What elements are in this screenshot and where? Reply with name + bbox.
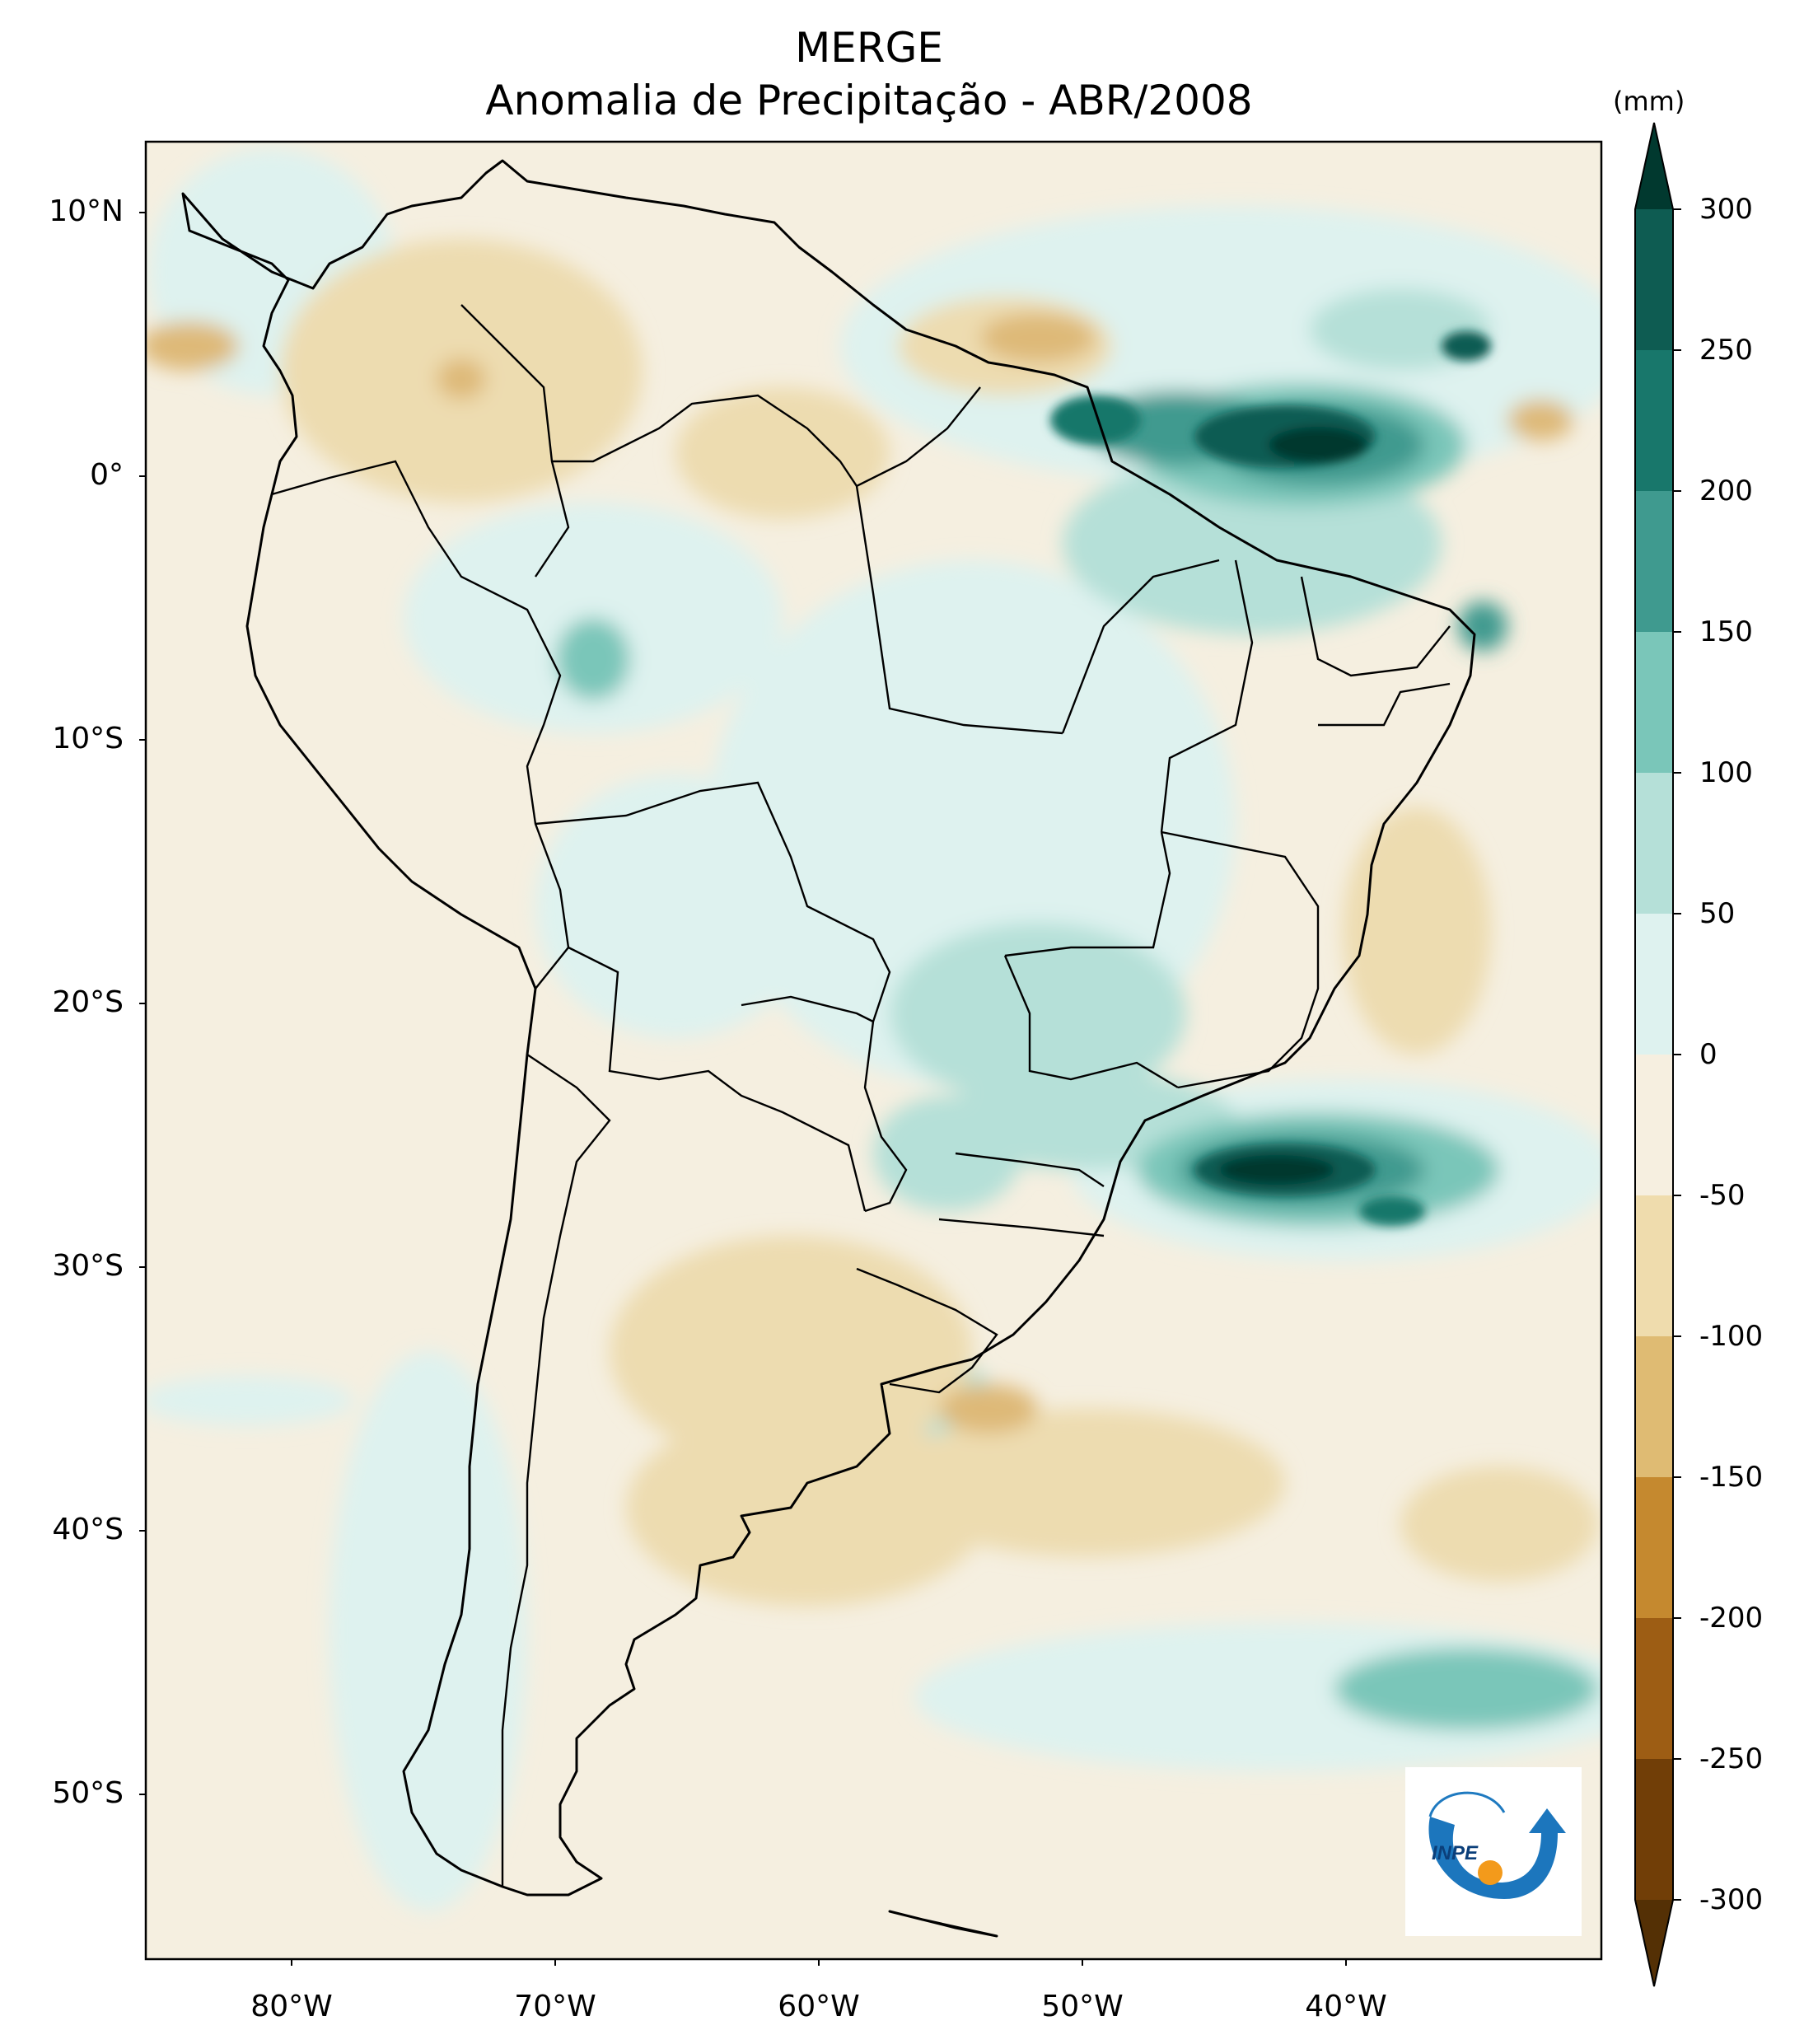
- dry-pacific-panama: [146, 321, 239, 371]
- lat-label: 10°N: [49, 194, 124, 228]
- logo-sun-icon: [1478, 1860, 1503, 1885]
- country-borders: [271, 304, 1451, 1887]
- dry-atlantic-southeast: [1400, 1466, 1598, 1582]
- border-argentina-paraguay: [568, 946, 867, 1212]
- border-northeast-states: [1300, 576, 1451, 677]
- border-bahia: [1160, 559, 1254, 833]
- border-santa-catarina: [938, 1218, 1105, 1237]
- lat-label: 30°S: [52, 1249, 124, 1283]
- colorbar-band: [1635, 350, 1673, 491]
- dry-argentina-pampas: [626, 1409, 988, 1607]
- wet-band-bolivia: [535, 774, 816, 1038]
- wet-amazonas-spot: [556, 618, 630, 700]
- tierra-del-fuego-coast: [888, 1910, 998, 1938]
- colorbar-tick-label: 0: [1699, 1038, 1718, 1071]
- border-minas-gerais: [1161, 830, 1320, 1089]
- border-tocantins: [1061, 559, 1220, 734]
- colorbar-band: [1635, 1195, 1673, 1336]
- coastlines: [181, 159, 1476, 1938]
- border-uruguay: [856, 1267, 998, 1394]
- lat-label: 0°: [90, 458, 124, 492]
- border-brazil-north: [552, 386, 981, 488]
- dry-argentina-north: [610, 1236, 972, 1466]
- colorbar-tick-label: 200: [1699, 475, 1753, 507]
- border-parana: [955, 1152, 1105, 1187]
- colorbar-tick-label: 300: [1699, 193, 1753, 226]
- chart-subtitle: Anomalia de Precipitação - ABR/2008: [485, 77, 1253, 124]
- chart-title: MERGE: [795, 24, 943, 72]
- border-sao-paulo: [1003, 955, 1179, 1089]
- border-paraguay-north: [741, 995, 874, 1023]
- colorbar: [1634, 122, 1681, 1987]
- colorbar-unit: (mm): [1613, 86, 1685, 117]
- colorbar-tick-label: -250: [1699, 1742, 1764, 1775]
- colorbar-band: [1635, 209, 1673, 350]
- lon-label: 40°W: [1305, 1990, 1387, 2023]
- colorbar-tick-label: 50: [1699, 897, 1736, 930]
- lon-label: 80°W: [250, 1990, 333, 2023]
- dry-uruguay-spot: [939, 1384, 1038, 1434]
- lon-label: 70°W: [514, 1990, 596, 2023]
- wet-mato-grosso-do-sul: [873, 1096, 1021, 1211]
- colorbar-band: [1635, 773, 1673, 914]
- lat-label: 10°S: [52, 722, 124, 755]
- colorbar-tick-label: -300: [1699, 1883, 1764, 1916]
- colorbar-band: [1635, 632, 1673, 773]
- wet-goias: [890, 923, 1186, 1104]
- lat-label: 50°S: [52, 1776, 124, 1810]
- anomaly-field: [146, 142, 1601, 1959]
- lon-label: 50°W: [1041, 1990, 1124, 2023]
- colorbar-extension-min: [1635, 1900, 1673, 1986]
- colorbar-tick-label: -50: [1699, 1179, 1746, 1212]
- logo-arrow-icon: [1428, 1808, 1566, 1899]
- dry-guianas-spot: [980, 313, 1096, 362]
- dry-roraima: [675, 387, 890, 519]
- colorbar-band: [1635, 491, 1673, 632]
- colorbar-tick-label: -150: [1699, 1461, 1764, 1494]
- lat-label: 40°S: [52, 1513, 124, 1546]
- border-pernambuco: [1318, 682, 1451, 727]
- border-para-mato-grosso: [855, 485, 1063, 735]
- colorbar-band: [1635, 1055, 1673, 1195]
- wet-band-pacific-south: [146, 1376, 354, 1425]
- wet-atlantic-south-spot: [1334, 1648, 1598, 1730]
- logo-orbit-icon: [1428, 1791, 1506, 1817]
- colorbar-tick-label: 150: [1699, 615, 1753, 648]
- border-chile-argentina: [501, 1054, 611, 1887]
- wet-band-southern-chile: [329, 1351, 527, 1911]
- dry-south-atlantic: [890, 1409, 1285, 1557]
- colorbar-tick-label: -100: [1699, 1320, 1764, 1353]
- colorbar-band: [1635, 1618, 1673, 1759]
- colorbar-band: [1635, 1336, 1673, 1477]
- wet-core-amapa: [1050, 395, 1141, 445]
- colorbar-band: [1635, 1759, 1673, 1900]
- south-america-coastline: [181, 159, 1476, 1897]
- colorbar-tick-label: 100: [1699, 756, 1753, 789]
- border-goias: [1004, 831, 1171, 957]
- dry-bahia-coast: [1343, 807, 1491, 1055]
- colorbar-tick-label: -200: [1699, 1602, 1764, 1635]
- dry-colombia-spot: [437, 358, 486, 400]
- border-colombia: [460, 304, 570, 578]
- axis-ticks: [139, 212, 1347, 1966]
- lon-label: 60°W: [778, 1990, 860, 2023]
- border-brazil-west: [535, 781, 908, 1213]
- colorbar-tick-label: 250: [1699, 334, 1753, 367]
- dry-atlantic-spot: [1507, 400, 1573, 441]
- logo-text: INPE: [1432, 1842, 1479, 1864]
- lat-label: 20°S: [52, 985, 124, 1019]
- colorbar-extension-max: [1635, 123, 1673, 209]
- border-peru-bolivia: [271, 460, 570, 989]
- colorbar-band: [1635, 914, 1673, 1055]
- colorbar-band: [1635, 1477, 1673, 1618]
- inpe-logo: INPE: [1405, 1767, 1582, 1936]
- map-frame: [144, 140, 1603, 1961]
